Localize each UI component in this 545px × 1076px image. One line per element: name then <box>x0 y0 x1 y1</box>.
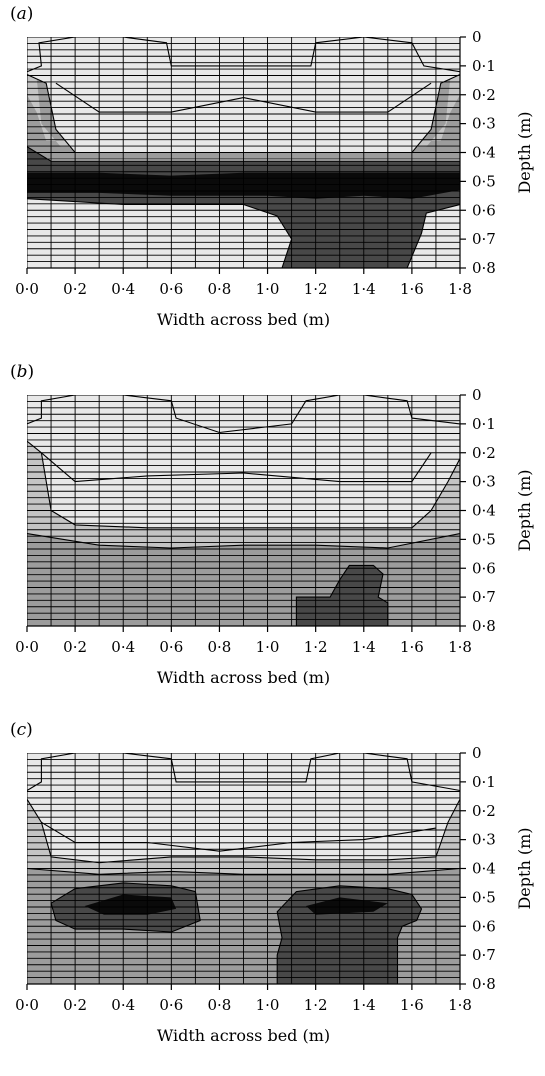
y-tick-label: 0·4 <box>472 144 496 162</box>
y-tick-label: 0·6 <box>472 201 496 219</box>
x-tick-label: 0·2 <box>63 280 87 298</box>
x-tick-label: 0·2 <box>63 638 87 656</box>
x-tick-label: 1·8 <box>448 996 472 1014</box>
x-axis-title: Width across bed (m) <box>157 1026 330 1045</box>
x-tick-label: 1·4 <box>352 996 376 1014</box>
y-tick-label: 0·4 <box>472 860 496 878</box>
chart-panel-b: (b) 0 0·1 0·2 0·3 0·4 0·5 0·6 0·7 0·8 0·0 0·2 0·4 0·… <box>0 358 545 716</box>
contour-chart-b: 0 0·1 0·2 0·3 0·4 0·5 0·6 0·7 0·8 0·0 0·2 0·4 0·6 0·8… <box>15 386 534 687</box>
x-tick-label: 1·0 <box>256 996 280 1014</box>
x-tick-label: 1·8 <box>448 638 472 656</box>
plot-area <box>27 395 460 626</box>
contour-line-2 <box>41 821 436 852</box>
y-tick-label: 0·4 <box>472 502 496 520</box>
x-tick-label: 0·6 <box>159 280 183 298</box>
contour-line-5 <box>27 198 293 268</box>
x-tick-label: 1·2 <box>304 280 328 298</box>
x-tick-label: 0·2 <box>63 996 87 1014</box>
chart-panel-a: (a) 0 0·1 0·2 0·3 0·4 0·5 0·6 0·7 0·8 0·0 0·2 0·4 0·… <box>0 0 545 358</box>
y-tick-label: 0 <box>472 386 482 404</box>
contour-line-6 <box>406 203 460 268</box>
y-tick-label: 0 <box>472 28 482 46</box>
x-tick-label: 0·4 <box>111 280 135 298</box>
y-axis-title: Depth (m) <box>515 111 534 193</box>
x-tick-label: 1·8 <box>448 280 472 298</box>
y-axis-title: Depth (m) <box>515 469 534 551</box>
y-tick-label: 0·5 <box>472 530 496 548</box>
x-tick-label: 1·4 <box>352 280 376 298</box>
contour-region-6 <box>84 894 177 915</box>
panel-label: (a) <box>10 4 34 24</box>
contour-line-3 <box>27 73 460 154</box>
contour-line-1 <box>27 753 460 792</box>
contour-line-2 <box>41 452 432 483</box>
y-tick-label: 0·5 <box>472 172 496 190</box>
x-tick-label: 0·8 <box>208 638 232 656</box>
panel-label: (b) <box>10 362 35 382</box>
plot-area <box>27 753 460 984</box>
contour-line-4 <box>27 867 460 875</box>
x-tick-label: 1·0 <box>256 638 280 656</box>
y-tick-label: 0·1 <box>472 57 496 75</box>
x-tick-label: 1·2 <box>304 638 328 656</box>
contour-chart-a: 0 0·1 0·2 0·3 0·4 0·5 0·6 0·7 0·8 0·0 0·2 0·4 0·6 0·8… <box>15 28 534 329</box>
x-tick-label: 1·6 <box>400 638 424 656</box>
x-tick-label: 0·6 <box>159 996 183 1014</box>
y-tick-label: 0·7 <box>472 946 496 964</box>
y-tick-label: 0·7 <box>472 230 496 248</box>
contour-region-4 <box>296 565 388 626</box>
contour-line-5 <box>50 882 201 933</box>
contour-region-1 <box>27 74 460 159</box>
contour-line-3 <box>27 440 460 529</box>
y-tick-label: 0·1 <box>472 415 496 433</box>
chart-panel-c: (c) 0 0·1 0·2 0·3 0·4 0·5 0·6 0·7 0·8 0·0 0·2 0·4 0·… <box>0 716 545 1074</box>
y-tick-label: 0·8 <box>472 259 496 277</box>
y-axis-title: Depth (m) <box>515 827 534 909</box>
y-tick-label: 0·1 <box>472 773 496 791</box>
x-axis-title: Width across bed (m) <box>157 668 330 687</box>
contour-region-2 <box>27 441 460 548</box>
y-tick-label: 0 <box>472 744 482 762</box>
contour-region-7 <box>306 897 388 915</box>
y-tick-label: 0·2 <box>472 86 496 104</box>
x-tick-label: 1·6 <box>400 996 424 1014</box>
y-tick-label: 0·3 <box>472 115 496 133</box>
x-tick-label: 1·2 <box>304 996 328 1014</box>
x-tick-label: 0·4 <box>111 996 135 1014</box>
contour-line-3 <box>27 798 460 864</box>
contour-line-1 <box>27 395 460 434</box>
contour-chart-c: 0 0·1 0·2 0·3 0·4 0·5 0·6 0·7 0·8 0·0 0·2 0·4 0·6 0·8… <box>15 744 534 1045</box>
x-tick-label: 0·4 <box>111 638 135 656</box>
y-tick-label: 0·8 <box>472 617 496 635</box>
x-tick-label: 1·0 <box>256 280 280 298</box>
x-tick-label: 1·6 <box>400 280 424 298</box>
contour-line-1 <box>27 37 460 73</box>
x-tick-label: 0·0 <box>15 280 39 298</box>
contour-line-4 <box>27 533 460 549</box>
contour-line-5 <box>295 564 389 626</box>
panel-label: (c) <box>10 720 33 740</box>
y-tick-label: 0·8 <box>472 975 496 993</box>
y-tick-label: 0·3 <box>472 473 496 491</box>
x-tick-label: 1·4 <box>352 638 376 656</box>
plot-area <box>27 37 460 268</box>
x-tick-label: 0·0 <box>15 638 39 656</box>
x-tick-label: 0·6 <box>159 638 183 656</box>
y-tick-label: 0·5 <box>472 888 496 906</box>
x-tick-label: 0·0 <box>15 996 39 1014</box>
x-tick-label: 0·8 <box>208 280 232 298</box>
y-tick-label: 0·6 <box>472 559 496 577</box>
y-tick-label: 0·2 <box>472 444 496 462</box>
x-axis-title: Width across bed (m) <box>157 310 330 329</box>
y-tick-label: 0·2 <box>472 802 496 820</box>
y-tick-label: 0·6 <box>472 917 496 935</box>
y-tick-label: 0·7 <box>472 588 496 606</box>
contour-line-2 <box>55 82 432 113</box>
contour-line-4 <box>27 146 460 162</box>
x-tick-label: 0·8 <box>208 996 232 1014</box>
y-tick-label: 0·3 <box>472 831 496 849</box>
contour-line-6 <box>276 885 423 984</box>
